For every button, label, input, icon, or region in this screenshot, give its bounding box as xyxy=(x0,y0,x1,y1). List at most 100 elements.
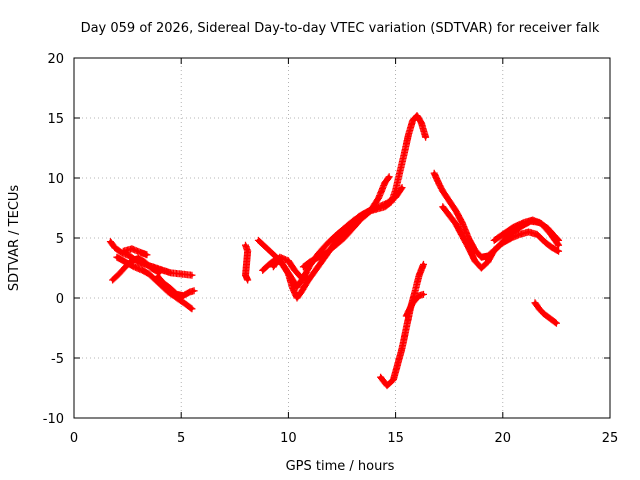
data-point xyxy=(128,254,132,258)
data-point xyxy=(556,249,561,253)
data-point xyxy=(383,181,387,185)
x-tick-label: 20 xyxy=(495,431,512,446)
data-point xyxy=(117,272,121,276)
tick-labels: 0 5 10 15 20 25 -10 -5 0 5 10 15 20 xyxy=(43,52,619,446)
data-point xyxy=(286,259,290,263)
data-point xyxy=(535,232,539,236)
data-point xyxy=(411,118,415,122)
data-point xyxy=(340,232,344,236)
data-point xyxy=(168,271,173,275)
data-point xyxy=(325,250,329,254)
data-point xyxy=(391,378,396,382)
data-point xyxy=(316,255,321,259)
data-point xyxy=(267,262,271,266)
data-point xyxy=(325,242,329,246)
x-tick-label: 15 xyxy=(387,431,404,446)
data-point xyxy=(396,362,400,366)
data-point xyxy=(190,307,194,311)
data-point xyxy=(501,232,505,236)
data-point xyxy=(501,241,505,245)
data-point xyxy=(389,200,393,204)
data-point xyxy=(421,292,426,296)
series-arc-9 xyxy=(299,173,393,271)
data-point xyxy=(190,273,194,277)
x-tick-label: 10 xyxy=(280,431,297,446)
data-point xyxy=(387,175,391,179)
data-point xyxy=(385,384,389,388)
data-point xyxy=(479,255,483,259)
data-point xyxy=(246,278,250,282)
data-point xyxy=(486,260,490,264)
data-point xyxy=(460,220,464,224)
y-tick-label: 0 xyxy=(56,292,64,307)
data-point xyxy=(261,268,265,272)
data-point xyxy=(398,170,402,174)
data-point xyxy=(406,133,411,137)
data-point xyxy=(556,243,561,247)
data-point xyxy=(404,326,408,330)
data-point xyxy=(526,230,531,234)
data-point xyxy=(175,292,179,296)
data-point xyxy=(113,246,117,250)
x-tick-label: 0 xyxy=(70,431,78,446)
data-point xyxy=(342,236,346,240)
data-point xyxy=(479,266,483,270)
data-point xyxy=(550,246,554,250)
data-point xyxy=(378,375,383,379)
y-tick-label: 20 xyxy=(47,52,64,67)
data-point xyxy=(441,189,445,193)
data-point xyxy=(376,196,381,200)
data-point xyxy=(424,135,428,139)
data-point xyxy=(518,232,522,236)
data-point xyxy=(533,301,537,305)
data-point xyxy=(368,210,372,214)
data-point xyxy=(541,312,546,316)
data-point xyxy=(436,181,441,185)
data-point xyxy=(130,247,134,251)
series-arc-12 xyxy=(402,290,427,320)
data-point xyxy=(419,121,423,125)
data-point xyxy=(404,314,408,318)
data-point xyxy=(511,225,516,229)
data-point xyxy=(460,234,464,238)
data-point xyxy=(153,278,158,282)
data-point xyxy=(447,199,451,203)
series-arc-16 xyxy=(531,299,560,327)
data-point xyxy=(466,246,471,250)
data-point xyxy=(492,238,496,242)
data-point xyxy=(108,240,113,244)
y-tick-label: 5 xyxy=(56,232,64,247)
data-point xyxy=(115,255,119,259)
data-point-markers xyxy=(242,241,252,284)
data-point xyxy=(454,208,458,212)
data-point xyxy=(149,266,153,270)
data-point xyxy=(141,268,145,272)
data-point xyxy=(179,272,183,276)
data-point xyxy=(308,260,312,264)
data-point xyxy=(243,273,248,277)
data-point xyxy=(400,346,404,350)
series-arc-14 xyxy=(439,203,563,272)
series-arc-3 xyxy=(113,253,196,313)
data-point xyxy=(286,272,290,276)
data-point xyxy=(306,277,310,281)
data-point xyxy=(188,290,192,294)
data-point xyxy=(441,205,445,209)
data-point xyxy=(522,220,526,224)
data-series xyxy=(106,112,563,390)
y-tick-label: 15 xyxy=(47,112,64,127)
tick-marks xyxy=(73,57,611,419)
series-arc-10 xyxy=(269,253,312,283)
data-point xyxy=(400,186,404,190)
data-point xyxy=(509,236,513,240)
data-point xyxy=(158,271,162,275)
data-point xyxy=(554,321,559,325)
data-point xyxy=(181,294,185,298)
data-point xyxy=(280,261,284,265)
data-point xyxy=(537,307,541,311)
data-point xyxy=(162,282,166,286)
series-arc-6 xyxy=(242,241,252,284)
data-point xyxy=(278,255,282,259)
